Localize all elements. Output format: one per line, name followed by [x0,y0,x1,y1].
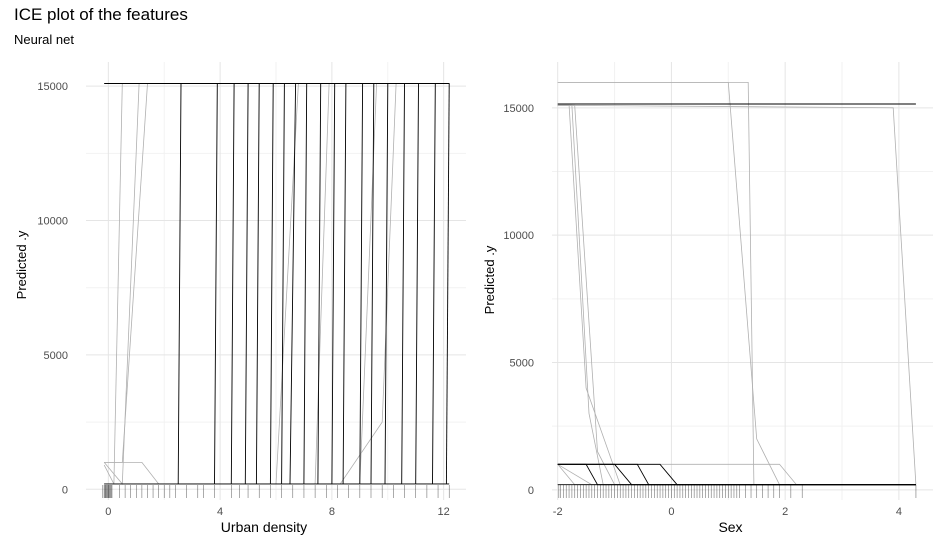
ice-line-dark [317,83,450,484]
ice-line-dark [445,83,450,484]
y-tick-label: 15000 [503,103,534,115]
y-axis-label: Predicted .y [482,245,497,314]
y-tick-label: 10000 [37,216,68,228]
ice-line-dark [432,83,450,484]
ice-line-dark [331,83,450,484]
y-axis-label: Predicted .y [14,230,29,299]
ice-line-dark [255,83,450,484]
y-tick-label: 0 [528,485,534,497]
x-axis-label: Sex [718,519,742,535]
ice-line-light [104,83,450,463]
ice-line-light [557,463,916,486]
ice-line-light [557,82,916,486]
ice-line-light [557,104,917,485]
ice-line-light [557,463,916,486]
ice-line-light [557,104,916,486]
ice-line-dark [415,83,450,484]
ice-line-dark [281,83,450,484]
chart-subtitle: Neural net [14,32,74,47]
ice-line-light [104,83,450,485]
ice-line-dark [289,83,450,484]
ice-line-light [104,83,450,485]
y-tick-label: 15000 [37,81,68,93]
ice-panel-sex: -2 0 2 4 0 5000 10000 15000 Sex Predicted .y [482,62,933,535]
ice-line-dark [401,83,450,484]
x-tick-label: 8 [329,506,335,518]
ice-line-light [557,82,916,486]
x-tick-label: 4 [896,506,902,518]
x-tick-label: -2 [553,506,563,518]
x-tick-label: 4 [217,506,223,518]
y-tick-label: 0 [62,484,68,496]
ice-line-light [103,83,450,485]
x-tick-label: 12 [438,506,450,518]
chart-title: ICE plot of the features [14,5,188,24]
ice-line-dark [557,463,916,486]
ice-line-light [557,104,916,486]
ice-panel-urban-density: 0 4 8 12 0 5000 10000 15000 Urban density Predict… [14,62,466,535]
ice-line-dark [177,83,450,484]
y-tick-label: 5000 [44,350,68,362]
ice-line-dark [303,83,450,484]
ice-line-light [557,104,916,486]
ice-line-light [103,83,450,485]
y-tick-label: 10000 [503,230,534,242]
ice-line-dark [557,463,916,486]
x-axis-label: Urban density [221,519,307,535]
ice-line-light [104,83,450,485]
x-tick-label: 2 [782,506,788,518]
ice-line-dark [557,463,916,486]
x-tick-label: 0 [668,506,674,518]
ice-line-light [557,464,916,486]
ice-line-dark [370,83,450,484]
ice-line-dark [557,463,916,486]
ice-line-light [104,83,450,485]
y-tick-label: 5000 [510,357,534,369]
x-tick-label: 0 [105,506,111,518]
